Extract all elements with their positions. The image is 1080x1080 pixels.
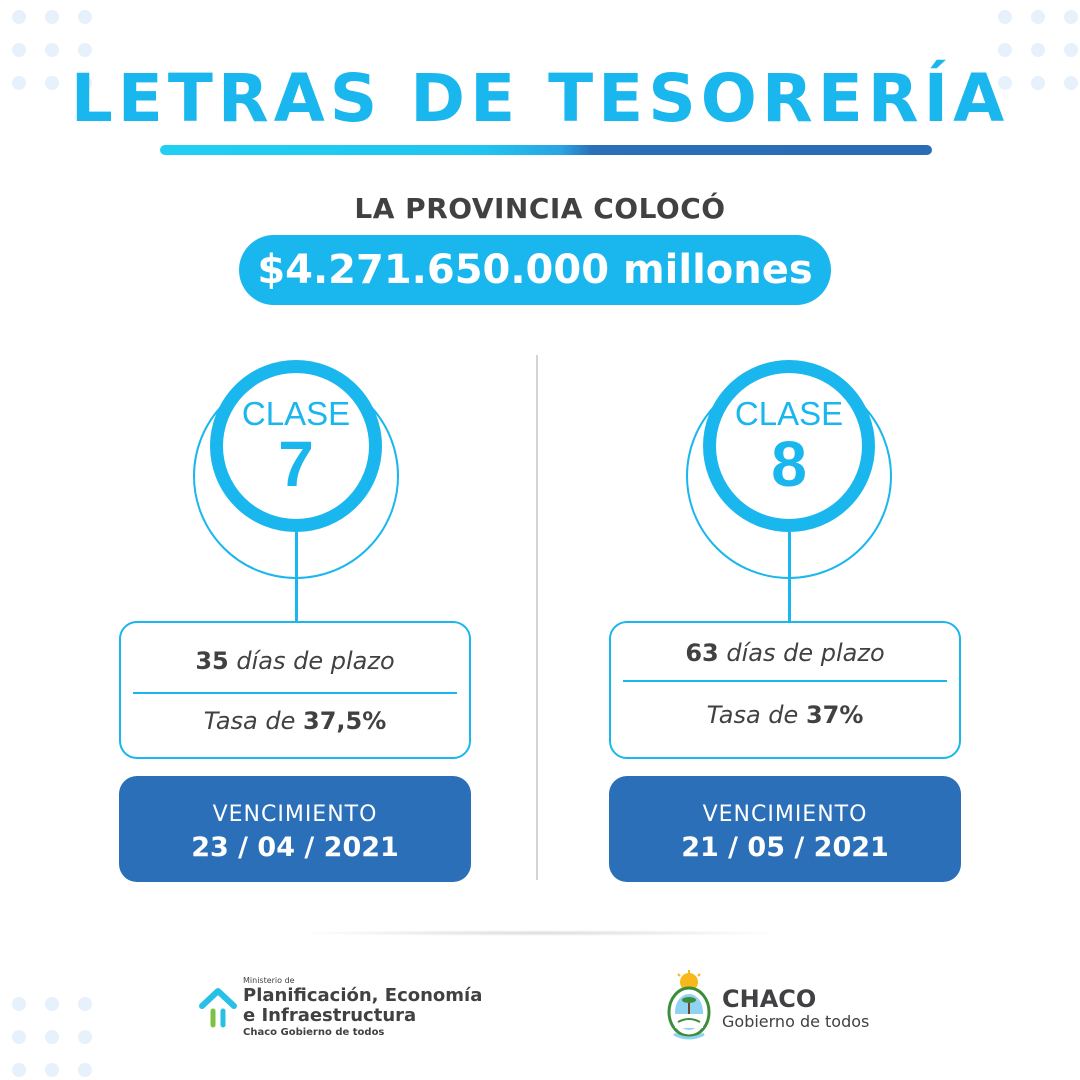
- class-8-maturity-card: VENCIMIENTO 21 / 05 / 2021: [609, 776, 961, 882]
- subtitle: LA PROVINCIA COLOCÓ: [354, 192, 726, 225]
- footer-shadow-divider: [290, 930, 790, 936]
- ministry-tagline: Chaco Gobierno de todos: [243, 1027, 385, 1038]
- class-7-label: CLASE: [241, 395, 351, 432]
- class-7-badge: CLASE 7: [210, 360, 382, 532]
- class-7-maturity-date: 23 / 04 / 2021: [191, 832, 399, 863]
- class-8-term: 63 días de plazo: [611, 639, 959, 667]
- ministry-prefix: Ministerio de: [243, 976, 295, 985]
- class-7-term: 35 días de plazo: [121, 647, 469, 675]
- class-7-days-text: días de plazo: [236, 647, 395, 675]
- ministry-text: Ministerio de Planificación, Economía e …: [243, 976, 543, 1039]
- chaco-name: CHACO: [722, 985, 817, 1013]
- class-7-days-value: 35: [195, 647, 229, 675]
- column-divider: [536, 355, 538, 880]
- class-7-rate-value: 37,5%: [303, 707, 387, 735]
- class-8-badge: CLASE 8: [703, 360, 875, 532]
- amount-badge: $4.271.650.000 millones: [239, 235, 831, 305]
- class-8-rate-value: 37%: [805, 701, 864, 729]
- class-7-rate: Tasa de 37,5%: [121, 707, 469, 735]
- class-8-number: 8: [771, 428, 807, 500]
- page-title: LETRAS DE TESORERÍA: [70, 60, 1010, 137]
- chaco-tagline: Gobierno de todos: [722, 1012, 870, 1031]
- dot-pattern-bottom-left: [12, 997, 92, 1077]
- title-underline: [160, 145, 932, 155]
- class-7-connector: [295, 532, 298, 622]
- class-7-number: 7: [278, 428, 314, 500]
- class-7-info-separator: [133, 692, 457, 694]
- ministry-name-line1: Planificación, Economía: [243, 985, 483, 1006]
- class-7-info-card: 35 días de plazo Tasa de 37,5%: [119, 621, 471, 759]
- class-8-label: CLASE: [734, 395, 844, 432]
- class-7-maturity-label: VENCIMIENTO: [212, 802, 378, 827]
- class-8-rate-text: Tasa de: [706, 701, 799, 729]
- class-8-rate: Tasa de 37%: [611, 701, 959, 729]
- class-8-days-value: 63: [685, 639, 719, 667]
- class-8-connector: [788, 532, 791, 622]
- class-8-days-text: días de plazo: [726, 639, 885, 667]
- dot-pattern-top-right: [998, 10, 1078, 90]
- dot-pattern-top-left: [12, 10, 92, 90]
- class-8-maturity-label: VENCIMIENTO: [702, 802, 868, 827]
- class-8-maturity-date: 21 / 05 / 2021: [681, 832, 889, 863]
- class-8-info-separator: [623, 680, 947, 682]
- provincial-seal-icon: [667, 970, 711, 1040]
- class-7-maturity-card: VENCIMIENTO 23 / 04 / 2021: [119, 776, 471, 882]
- ministry-name-line2: e Infraestructura: [243, 1005, 417, 1026]
- house-icon: [199, 988, 237, 1028]
- class-8-info-card: 63 días de plazo Tasa de 37%: [609, 621, 961, 759]
- class-7-rate-text: Tasa de: [203, 707, 296, 735]
